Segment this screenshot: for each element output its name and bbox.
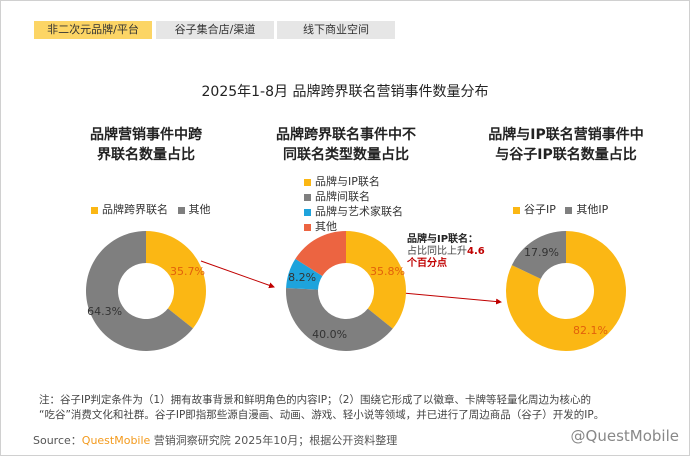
legend-label: 其他 xyxy=(188,203,211,216)
source-text: 营销洞察研究院 2025年10月；根据公开资料整理 xyxy=(150,434,398,447)
subtitle-line: 界联名数量占比 xyxy=(97,147,195,163)
legend-swatch xyxy=(304,208,311,216)
legend-swatch xyxy=(513,206,520,214)
donut-slice xyxy=(295,231,346,276)
subtitle-line: 与谷子IP联名数量占比 xyxy=(495,147,637,163)
chart-title: 2025年1-8月 品牌跨界联名营销事件数量分布 xyxy=(201,84,489,100)
slice-label: 17.9% xyxy=(524,246,559,259)
footnote-line: “吃谷”消费文化和社群。谷子IP即指那些源自漫画、动画、游戏、轻小说等领域，并已… xyxy=(39,409,605,421)
donut-slice xyxy=(511,231,566,279)
donut-slice xyxy=(286,258,323,290)
subtitle-2: 品牌跨界联名事件中不 同联名类型数量占比 xyxy=(246,125,446,165)
legend-2: 品牌与IP联名 品牌间联名 品牌与艺术家联名 其他 xyxy=(304,174,403,234)
arrow-2 xyxy=(402,292,502,305)
legend-swatch xyxy=(304,193,311,201)
annotation-unit: 个百分点 xyxy=(407,258,447,269)
legend-label: 品牌与IP联名 xyxy=(315,175,380,188)
legend-swatch xyxy=(304,223,311,231)
subtitle-line: 品牌与IP联名营销事件中 xyxy=(488,127,644,143)
subtitle-3: 品牌与IP联名营销事件中 与谷子IP联名数量占比 xyxy=(466,125,666,165)
legend-label: 其他IP xyxy=(576,203,609,216)
source: Source：QuestMobile 营销洞察研究院 2025年10月；根据公开… xyxy=(33,432,397,448)
legend-swatch xyxy=(177,206,185,214)
legend-label: 品牌跨界联名 xyxy=(102,203,168,216)
subtitle-line: 品牌营销事件中跨 xyxy=(90,127,202,143)
tab-goods-store-channel[interactable]: 谷子集合店/渠道 xyxy=(156,21,274,39)
slice-label: 40.0% xyxy=(312,328,347,341)
donut-slice xyxy=(86,231,193,352)
legend-1: 品牌跨界联名 其他 xyxy=(91,202,211,217)
slice-label: 82.1% xyxy=(573,324,608,337)
annotation-value: 4.6 xyxy=(467,246,485,257)
footnote-line: 注：谷子IP判定条件为（1）拥有故事背景和鲜明角色的内容IP；（2）围绕它形成了… xyxy=(39,394,591,406)
legend-label: 品牌间联名 xyxy=(315,190,370,203)
legend-swatch xyxy=(304,178,311,186)
donut-slice xyxy=(346,231,406,329)
slice-label: 8.2% xyxy=(288,271,316,284)
source-label: Source： xyxy=(33,434,82,447)
subtitle-line: 品牌跨界联名事件中不 xyxy=(276,127,416,143)
tab-brand-platform[interactable]: 非二次元品牌/平台 xyxy=(34,21,152,39)
legend-label: 谷子IP xyxy=(524,203,556,216)
legend-label: 品牌与艺术家联名 xyxy=(315,205,403,218)
legend-swatch xyxy=(91,206,98,214)
arrow-1 xyxy=(200,260,275,289)
tab-offline-space[interactable]: 线下商业空间 xyxy=(277,21,395,39)
legend-swatch xyxy=(565,206,573,214)
donut-slice xyxy=(146,231,207,329)
slice-label: 64.3% xyxy=(87,305,122,318)
annotation: 品牌与IP联名： 占比同比上升4.6 个百分点 xyxy=(407,234,485,270)
donut-slice xyxy=(286,287,393,351)
subtitle-line: 同联名类型数量占比 xyxy=(283,147,409,163)
slice-label: 35.8% xyxy=(370,265,405,278)
subtitle-1: 品牌营销事件中跨 界联名数量占比 xyxy=(46,125,246,165)
footnote: 注：谷子IP判定条件为（1）拥有故事背景和鲜明角色的内容IP；（2）围绕它形成了… xyxy=(39,393,604,423)
slice-label: 35.7% xyxy=(170,265,205,278)
legend-3: 谷子IP 其他IP xyxy=(513,202,608,217)
donut-slice xyxy=(506,230,627,351)
source-brand: QuestMobile xyxy=(81,434,151,447)
annotation-head: 品牌与IP联名： xyxy=(407,234,479,245)
annotation-text: 占比同比上升 xyxy=(407,246,467,257)
legend-label: 其他 xyxy=(315,220,337,233)
watermark: @QuestMobile xyxy=(570,427,679,445)
